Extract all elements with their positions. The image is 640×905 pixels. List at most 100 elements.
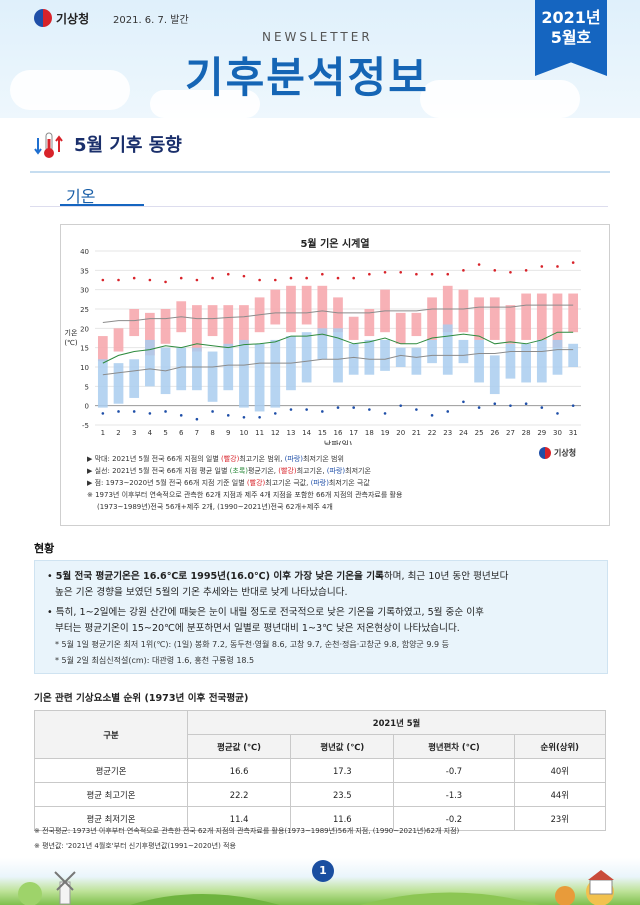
x-tick-label: 23 (443, 429, 452, 437)
min-temp-bar (239, 339, 249, 408)
record-low-point (493, 402, 497, 406)
temperature-chart: 5월 기온 시계열 -5 0 5 10 15 20 25 30 35 40 1 2 3 4 5 6 7 8 9 10 1… (60, 224, 610, 526)
table-cell: 평균기온 (34, 758, 188, 783)
record-low-point (132, 410, 136, 413)
table-cell: 평균 최고기온 (34, 782, 188, 807)
min-temp-bar (129, 359, 140, 398)
tab-temperature[interactable]: 기온 (66, 187, 96, 206)
footnote: ※ 전국평균: 1973년 이후부터 연속적으로 관측한 전국 62개 지점의 … (34, 827, 460, 835)
y-tick-label: 25 (80, 306, 89, 314)
tab-rule (30, 206, 608, 207)
min-temp-bar (364, 339, 375, 375)
record-low-point (446, 410, 450, 413)
table-cell: 23위 (513, 806, 607, 831)
chart-note: ※ 1973년 이후부터 연속적으로 관측한 62개 지점과 제주 4개 지점을… (87, 491, 403, 499)
status-text: 부터는 평균기온이 15~20℃에 분포하면서 일별로 평년대비 1~3℃ 낮은… (55, 623, 460, 634)
table-header-cell: 평년편차 (℃) (393, 734, 515, 759)
thermometer-icon (34, 132, 63, 158)
x-tick-label: 24 (459, 429, 468, 437)
x-tick-label: 5 (163, 429, 167, 437)
max-temp-bar (333, 297, 343, 333)
record-low-point (509, 404, 512, 407)
min-temp-bar (254, 343, 265, 412)
min-temp-bar (458, 339, 469, 364)
note-text: ▶ 막대: 2021년 5월 전국 66개 지점의 일별 (87, 455, 221, 463)
table-cell: -0.7 (393, 758, 515, 783)
x-tick-label: 3 (132, 429, 136, 437)
table-header-cell: 평년값 (℃) (290, 734, 395, 759)
record-high-point (415, 272, 418, 276)
chart-note: ▶ 막대: 2021년 5월 전국 66개 지점의 일별 (빨강)최고기온 범위… (87, 453, 402, 465)
note-text: 최저기온 (345, 467, 371, 475)
note-text: ▶ 실선: 2021년 5월 전국 66개 지점 평균 일별 (87, 467, 230, 475)
note-text: 평균기온, (248, 467, 279, 475)
record-high-point (164, 280, 167, 284)
table-cell: 17.3 (290, 758, 395, 783)
max-temp-bar (489, 297, 500, 340)
x-tick-label: 31 (569, 429, 578, 437)
max-temp-bar (97, 336, 108, 362)
kma-logo-icon (34, 9, 52, 27)
min-temp-bar (536, 339, 547, 383)
max-temp-bar (364, 309, 375, 337)
record-low-point (399, 404, 403, 407)
max-temp-bar (160, 309, 171, 344)
status-text: 하며, 최근 10년 동안 평년보다 (383, 571, 509, 582)
status-note: * 5월 1일 평균기온 최저 1위(℃): (1일) 봉화 7.2, 동두천·… (55, 640, 449, 649)
status-text: 특히, 1~2일에는 강원 산간에 때늦은 눈이 내릴 정도로 전국적으로 낮은… (55, 607, 484, 618)
series-line (102, 349, 574, 376)
record-low-point (477, 406, 481, 409)
note-text: 최저기온 범위 (303, 455, 344, 463)
record-low-point (415, 408, 418, 411)
note-text: ▶ 점: 1973~2020년 5월 전국 66개 지점 기준 일별 (87, 479, 247, 487)
badge-month: 5월호 (550, 28, 592, 47)
status-box: • 5월 전국 평균기온은 16.6℃로 1995년(16.0℃) 이후 가장 … (34, 560, 608, 674)
min-temp-bar (192, 347, 202, 391)
record-high-point (179, 276, 183, 280)
record-low-point (211, 410, 214, 413)
tab-underline (60, 204, 144, 207)
record-high-point (383, 270, 387, 274)
x-tick-label: 26 (490, 429, 499, 437)
max-temp-bar (427, 297, 437, 340)
kma-logo-icon (539, 447, 551, 459)
record-low-point (540, 406, 544, 409)
chart-logo-text: 기상청 (554, 448, 577, 458)
section-divider (30, 171, 610, 173)
max-temp-bar (536, 293, 547, 340)
x-tick-label: 13 (287, 429, 296, 437)
record-low-point (195, 417, 199, 421)
cloud-decoration (10, 70, 130, 110)
x-tick-label: 1 (101, 429, 105, 437)
max-temp-bar (395, 312, 406, 344)
max-temp-bar (270, 289, 281, 325)
status-highlight: 5월 전국 평균기온은 16.6℃로 1995년(16.0℃) 이후 가장 낮은… (55, 571, 384, 582)
record-low-point (148, 412, 152, 415)
y-tick-label: 35 (80, 267, 89, 275)
newsletter-label: NEWSLETTER (262, 30, 373, 44)
record-low-point (273, 412, 277, 415)
min-temp-bar (207, 351, 218, 402)
x-tick-label: 2 (116, 429, 120, 437)
y-tick-label: 0 (85, 403, 89, 411)
chart-note: (1973~1989년)전국 56개+제주 2개, (1990~2021년)전국… (97, 503, 333, 511)
min-temp-bar (568, 343, 579, 367)
y-tick-label: 10 (80, 364, 89, 372)
y-tick-label: 40 (80, 248, 89, 256)
note-text: (파랑) (326, 467, 346, 475)
table-header-cell: 평균값 (℃) (186, 734, 292, 759)
record-low-point (383, 412, 387, 415)
chart-title: 5월 기온 시계열 (300, 239, 370, 250)
section-title: 5월 기후 동향 (74, 135, 182, 156)
record-high-point (273, 278, 277, 282)
x-tick-label: 27 (506, 429, 515, 437)
max-temp-bar (521, 293, 531, 340)
issue-date: 2021. 6. 7. 발간 (113, 15, 189, 26)
max-temp-bar (239, 305, 249, 344)
x-tick-label: 22 (428, 429, 437, 437)
note-text: (빨강) (278, 467, 297, 475)
min-temp-bar (442, 324, 453, 375)
min-temp-bar (348, 343, 359, 375)
x-tick-label: 18 (365, 429, 374, 437)
landscape-icon (18, 870, 614, 905)
